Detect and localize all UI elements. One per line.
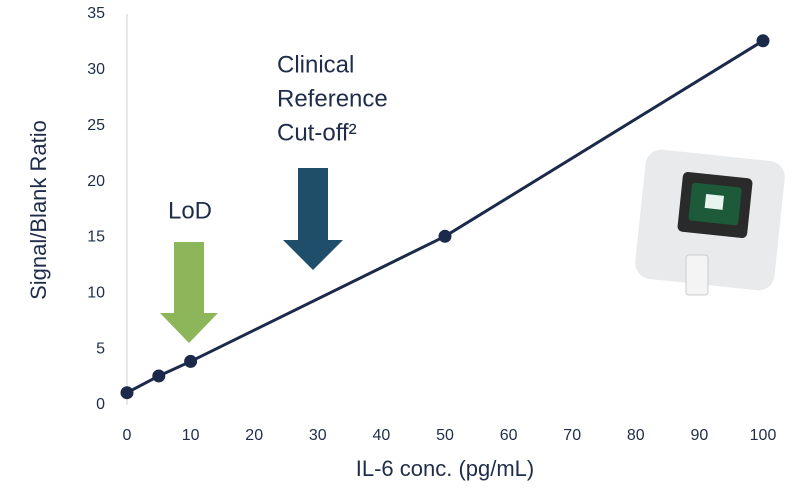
x-tick-label: 50 <box>436 427 454 444</box>
annotation-arrow <box>160 242 218 343</box>
annotation-text: Reference <box>277 85 388 112</box>
x-tick-label: 10 <box>182 427 200 444</box>
annotation-text: LoD <box>168 197 212 224</box>
x-tick-label: 80 <box>627 427 645 444</box>
y-tick-label: 15 <box>87 229 105 246</box>
y-tick-label: 35 <box>87 5 105 22</box>
annotation-text: Clinical <box>277 51 354 78</box>
x-axis-title: IL-6 conc. (pg/mL) <box>356 456 535 481</box>
data-point <box>757 34 770 47</box>
x-tick-label: 70 <box>563 427 581 444</box>
x-tick-label: 20 <box>245 427 263 444</box>
data-point <box>439 230 452 243</box>
data-point <box>121 386 134 399</box>
x-tick-label: 0 <box>123 427 132 444</box>
annotation-arrow <box>283 168 343 270</box>
y-tick-label: 5 <box>96 340 105 357</box>
y-tick-label: 0 <box>96 396 105 413</box>
y-tick-label: 30 <box>87 61 105 78</box>
data-point <box>184 355 197 368</box>
x-tick-label: 100 <box>750 427 777 444</box>
x-tick-label: 40 <box>373 427 391 444</box>
y-tick-label: 20 <box>87 173 105 190</box>
x-tick-label: 60 <box>500 427 518 444</box>
x-tick-label: 90 <box>691 427 709 444</box>
y-axis-title: Signal/Blank Ratio <box>26 120 51 300</box>
y-tick-label: 10 <box>87 285 105 302</box>
annotation-text: Cut-off² <box>277 119 357 146</box>
y-tick-label: 25 <box>87 117 105 134</box>
chart: IL-6 conc. (pg/mL) Signal/Blank Ratio 0 5… <box>0 0 805 490</box>
x-tick-label: 30 <box>309 427 327 444</box>
device-image <box>634 148 787 295</box>
data-point <box>152 369 165 382</box>
